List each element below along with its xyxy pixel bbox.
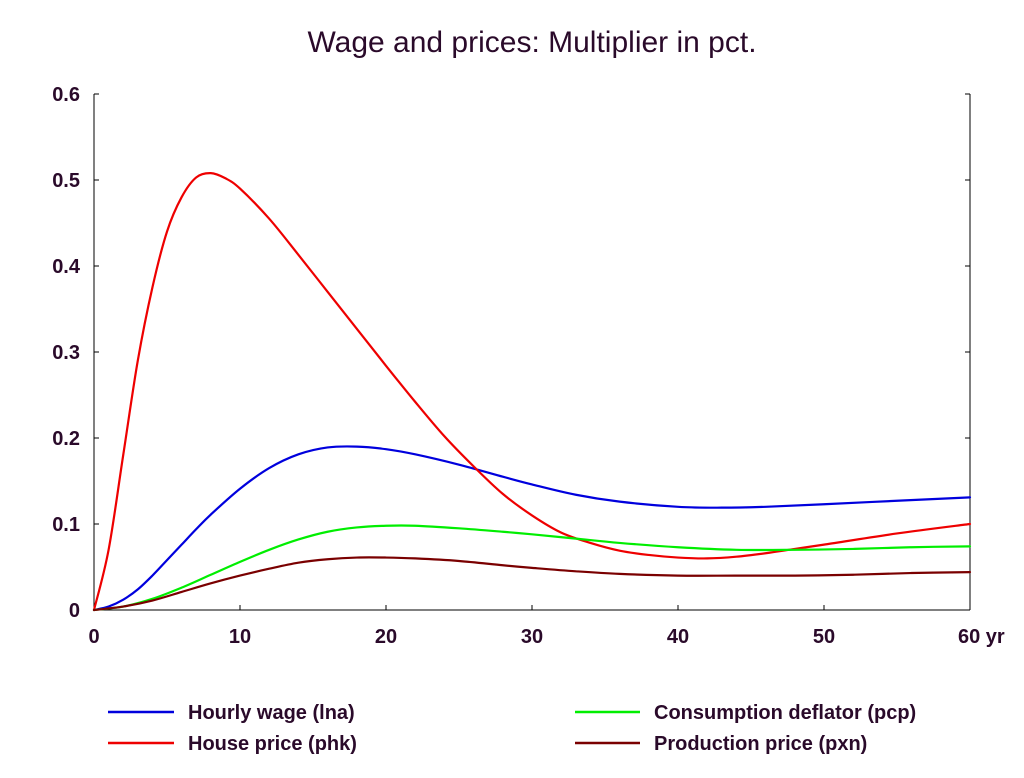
x-tick-label: 50 bbox=[813, 626, 835, 648]
series-line-hourly-wage-lna bbox=[92, 445, 972, 612]
legend: Hourly wage (lna) House price (phk) Consum… bbox=[108, 702, 916, 755]
y-tick-label: 0.2 bbox=[52, 428, 80, 450]
series-line-production-price-pxn bbox=[92, 556, 972, 612]
legend-item: House price (phk) bbox=[108, 733, 357, 755]
chart-title: Wage and prices: Multiplier in pct. bbox=[307, 26, 756, 59]
series-line-consumption-deflator-pcp bbox=[92, 524, 972, 612]
x-axis: 0 10 20 30 40 50 60 yr bbox=[88, 605, 1005, 648]
x-tick-label: 0 bbox=[88, 626, 99, 648]
x-tick-label: 10 bbox=[229, 626, 251, 648]
legend-label: Consumption deflator (pcp) bbox=[654, 702, 916, 724]
series-line-house-price-phk bbox=[92, 172, 972, 612]
legend-item: Hourly wage (lna) bbox=[108, 702, 355, 724]
x-tick-label: 60 yr bbox=[958, 626, 1005, 648]
y-tick-label: 0.1 bbox=[52, 514, 80, 536]
y-axis: 0 0.1 0.2 0.3 0.4 0.5 0.6 bbox=[52, 84, 970, 622]
x-tick-label: 20 bbox=[375, 626, 397, 648]
legend-label: Hourly wage (lna) bbox=[188, 702, 355, 724]
legend-label: House price (phk) bbox=[188, 733, 357, 755]
legend-label: Production price (pxn) bbox=[654, 733, 867, 755]
y-tick-label: 0 bbox=[69, 600, 80, 622]
plot-frame bbox=[93, 94, 971, 611]
series-lines bbox=[92, 172, 972, 612]
x-tick-label: 30 bbox=[521, 626, 543, 648]
legend-item: Production price (pxn) bbox=[575, 733, 867, 755]
y-tick-label: 0.4 bbox=[52, 256, 81, 278]
y-tick-label: 0.6 bbox=[52, 84, 80, 106]
y-tick-label: 0.3 bbox=[52, 342, 80, 364]
x-tick-label: 40 bbox=[667, 626, 689, 648]
legend-item: Consumption deflator (pcp) bbox=[575, 702, 916, 724]
y-tick-label: 0.5 bbox=[52, 170, 80, 192]
